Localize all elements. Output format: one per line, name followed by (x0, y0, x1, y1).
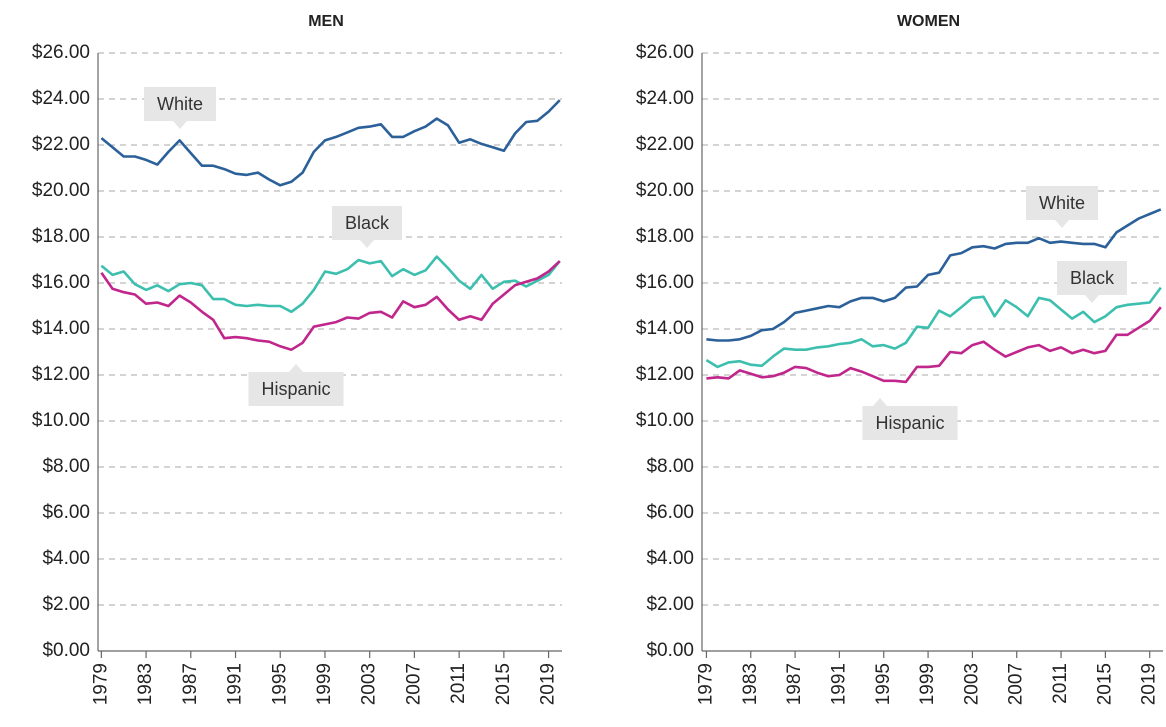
annotation: White (1025, 186, 1099, 228)
x-tick-label: 1979 (90, 663, 111, 705)
x-tick-label: 1987 (180, 663, 201, 705)
annotation: Hispanic (248, 364, 344, 406)
x-tick-label: 2011 (448, 663, 469, 704)
annotation-label: White (1039, 193, 1085, 213)
annotation-box (1056, 261, 1128, 295)
annotation-label: Black (1070, 268, 1115, 288)
y-tick-label: $14.00 (636, 318, 694, 339)
annotation-pointer (173, 121, 187, 129)
x-tick-label: 1991 (828, 663, 849, 705)
y-tick-label: $26.00 (636, 42, 694, 63)
annotation: White (143, 87, 217, 129)
y-tick-label: $22.00 (32, 134, 90, 155)
x-tick-label: 2015 (493, 663, 514, 705)
annotation-pointer (1085, 295, 1099, 303)
y-tick-label: $22.00 (636, 134, 694, 155)
annotation-box (862, 406, 958, 440)
x-tick-label: 1991 (225, 663, 246, 705)
annotation-pointer (289, 364, 303, 372)
y-tick-label: $2.00 (42, 594, 90, 615)
y-tick-label: $16.00 (636, 272, 694, 293)
y-tick-label: $6.00 (42, 502, 90, 523)
annotation: Hispanic (862, 398, 958, 440)
series-line (706, 208, 1162, 342)
x-tick-label: 1995 (873, 663, 894, 705)
y-tick-label: $20.00 (636, 180, 694, 201)
annotation-pointer (1055, 220, 1069, 228)
annotation-label: Hispanic (261, 379, 330, 399)
y-tick-label: $12.00 (636, 364, 694, 385)
series-line (100, 99, 561, 187)
y-tick-label: $20.00 (32, 180, 90, 201)
annotation-label: Hispanic (875, 413, 944, 433)
x-tick-label: 1995 (269, 663, 290, 705)
annotation: Black (331, 206, 403, 248)
x-tick-label: 1983 (135, 663, 156, 705)
y-tick-label: $14.00 (32, 318, 90, 339)
y-tick-label: $0.00 (646, 640, 694, 661)
annotation-pointer (873, 398, 887, 406)
y-tick-label: $4.00 (646, 548, 694, 569)
series-line (705, 286, 1162, 369)
x-tick-label: 2003 (961, 663, 982, 705)
y-tick-label: $2.00 (646, 594, 694, 615)
y-tick-label: $12.00 (32, 364, 90, 385)
x-tick-label: 2015 (1094, 663, 1115, 705)
y-tick-label: $10.00 (32, 410, 90, 431)
x-tick-label: 2019 (1139, 663, 1160, 705)
annotation-pointer (360, 240, 374, 248)
annotation-box (331, 206, 403, 240)
x-tick-label: 2003 (359, 663, 380, 705)
y-tick-label: $8.00 (42, 456, 90, 477)
series-line (706, 306, 1162, 384)
y-tick-label: $24.00 (32, 88, 90, 109)
x-tick-label: 1987 (784, 663, 805, 705)
annotation: Black (1056, 261, 1128, 303)
annotation-label: White (157, 94, 203, 114)
y-tick-label: $24.00 (636, 88, 694, 109)
y-tick-label: $6.00 (646, 502, 694, 523)
y-tick-label: $26.00 (32, 42, 90, 63)
x-tick-label: 1979 (695, 663, 716, 705)
x-tick-label: 2019 (538, 663, 559, 705)
y-tick-label: $0.00 (42, 640, 90, 661)
x-tick-label: 2011 (1050, 663, 1071, 704)
annotation-box (1025, 186, 1099, 220)
annotation-box (248, 372, 344, 406)
y-tick-label: $4.00 (42, 548, 90, 569)
annotation-label: Black (345, 213, 390, 233)
series-line (100, 255, 561, 314)
y-tick-label: $18.00 (636, 226, 694, 247)
y-tick-label: $16.00 (32, 272, 90, 293)
series-line (100, 260, 561, 351)
y-tick-label: $8.00 (646, 456, 694, 477)
x-tick-label: 1999 (314, 663, 335, 705)
x-tick-label: 2007 (403, 663, 424, 705)
chart-title: MEN (308, 13, 344, 30)
y-tick-label: $18.00 (32, 226, 90, 247)
chart-title: WOMEN (897, 13, 960, 30)
x-tick-label: 1983 (740, 663, 761, 705)
annotation-box (143, 87, 217, 121)
y-tick-label: $10.00 (636, 410, 694, 431)
x-tick-label: 2007 (1006, 663, 1027, 705)
x-tick-label: 1999 (917, 663, 938, 705)
